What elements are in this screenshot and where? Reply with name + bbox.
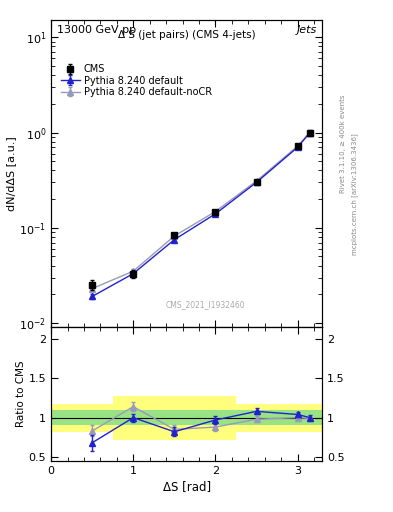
X-axis label: ΔS [rad]: ΔS [rad]	[163, 480, 211, 493]
Bar	[174, 396, 236, 440]
Bar	[236, 403, 322, 432]
Y-axis label: Ratio to CMS: Ratio to CMS	[16, 361, 26, 428]
Text: Δ S (jet pairs) (CMS 4-jets): Δ S (jet pairs) (CMS 4-jets)	[118, 30, 255, 40]
Legend: CMS, Pythia 8.240 default, Pythia 8.240 default-noCR: CMS, Pythia 8.240 default, Pythia 8.240 …	[59, 62, 214, 99]
Bar	[236, 410, 322, 425]
Text: mcplots.cern.ch [arXiv:1306.3436]: mcplots.cern.ch [arXiv:1306.3436]	[352, 134, 358, 255]
Y-axis label: dN/dΔS [a.u.]: dN/dΔS [a.u.]	[6, 137, 17, 211]
Bar	[113, 396, 174, 440]
Text: Rivet 3.1.10, ≥ 400k events: Rivet 3.1.10, ≥ 400k events	[340, 94, 346, 193]
Text: Jets: Jets	[297, 25, 317, 35]
Bar	[51, 403, 113, 432]
Bar	[113, 410, 174, 425]
Bar	[174, 410, 236, 425]
Text: CMS_2021_I1932460: CMS_2021_I1932460	[166, 300, 246, 309]
Bar	[51, 410, 113, 425]
Text: 13000 GeV pp: 13000 GeV pp	[57, 25, 136, 35]
